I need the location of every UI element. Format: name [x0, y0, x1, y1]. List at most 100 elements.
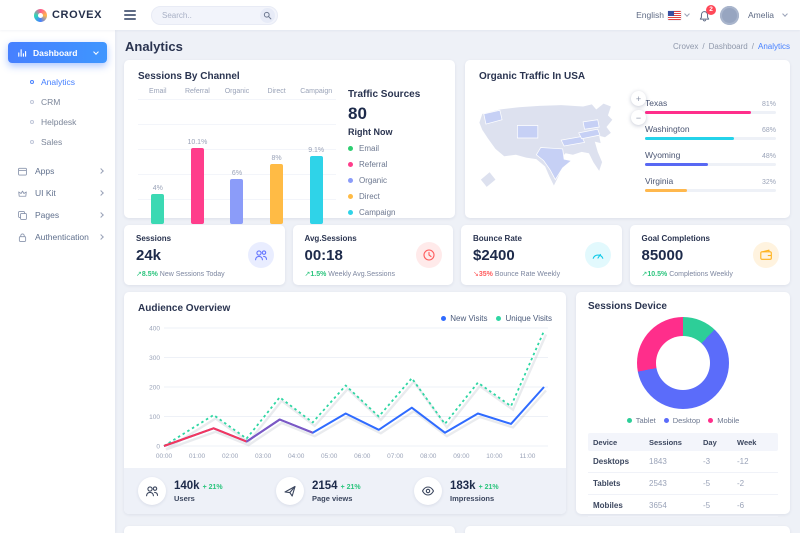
partial-card: [465, 526, 790, 533]
svg-text:01:00: 01:00: [189, 453, 206, 460]
bar-chart-icon: [18, 48, 27, 57]
notifications-button[interactable]: 2: [698, 4, 717, 23]
language-selector[interactable]: English: [636, 10, 690, 20]
footer-stat-value: 2154: [312, 479, 338, 492]
svg-text:300: 300: [149, 355, 160, 362]
main-content: Analytics Crovex / Dashboard / Analytics…: [115, 30, 800, 533]
sidebar-item-helpdesk[interactable]: Helpdesk: [0, 112, 115, 132]
stat-desc: Weekly Avg.Sessions: [328, 271, 395, 278]
cell-week: -6: [737, 501, 745, 510]
sidebar-item-dashboard[interactable]: Dashboard: [8, 42, 107, 63]
svg-text:09:00: 09:00: [453, 453, 470, 460]
organic-traffic-card: Organic Traffic In USA + − T: [465, 60, 790, 218]
traffic-legend-label: Email: [359, 144, 380, 153]
stat-delta: 1.5%: [310, 271, 327, 278]
audience-legend: New Visits Unique Visits: [441, 314, 552, 323]
bar-value-label: 10.1%: [187, 139, 208, 146]
breadcrumb-current: Analytics: [757, 42, 790, 51]
state-value: 48%: [761, 153, 776, 160]
menu-toggle-button[interactable]: [124, 10, 136, 20]
stat-value: $2400: [473, 247, 515, 264]
chart-legend-label: Tablet: [635, 416, 656, 425]
svg-text:06:00: 06:00: [354, 453, 371, 460]
legend-dot-icon: [626, 418, 632, 423]
usa-map: [475, 86, 643, 206]
device-donut-chart: [637, 317, 729, 409]
cell-sessions: 3654: [649, 501, 667, 510]
bar: [270, 164, 284, 224]
sidebar-item-label: Helpdesk: [41, 117, 77, 127]
legend-dot-icon: [348, 210, 353, 215]
page-title: Analytics: [125, 39, 183, 54]
sidebar-item-ui-kit[interactable]: UI Kit: [0, 182, 115, 204]
stat-desc: Completions Weekly: [669, 271, 733, 278]
sessions-device-card: Sessions Device Tablet Desktop Mobile Devi…: [576, 292, 790, 517]
bullet-icon: [30, 140, 34, 144]
state-value: 32%: [761, 179, 776, 186]
bar-column: 10.1%: [178, 97, 218, 224]
sidebar: Dashboard Analytics CRM Helpdesk Sales A…: [0, 30, 115, 533]
cell-week: -2: [737, 479, 745, 488]
device-table: Device Sessions Day Week Desktops 1843 -3 -…: [588, 433, 778, 517]
stat-delta: 8.5%: [141, 271, 158, 278]
chevron-down-icon: [684, 11, 690, 17]
brand-logo[interactable]: CROVEX: [0, 8, 115, 22]
sidebar-item-crm[interactable]: CRM: [0, 92, 115, 112]
sidebar-item-label: Pages: [35, 210, 60, 220]
cell-device: Desktops: [593, 457, 630, 466]
chart-legend-item: Tablet: [626, 416, 656, 425]
chevron-right-icon: [98, 190, 104, 196]
user-name[interactable]: Amelia: [748, 10, 774, 20]
search-button[interactable]: [260, 7, 275, 23]
stat-value: 00:18: [304, 247, 343, 264]
state-row: Texas 81%: [645, 98, 776, 114]
state-progress: [645, 163, 776, 166]
user-avatar[interactable]: [720, 5, 740, 25]
bullet-icon: [30, 100, 34, 104]
map-zoom-in-button[interactable]: +: [631, 91, 646, 106]
state-name: Texas: [645, 98, 668, 108]
bar-category-label: Referral: [184, 88, 210, 95]
svg-text:07:00: 07:00: [387, 453, 404, 460]
breadcrumb-link[interactable]: Crovex: [673, 42, 699, 51]
chart-legend-item: Mobile: [708, 416, 739, 425]
chart-legend-label: Unique Visits: [505, 314, 552, 323]
usa-state-list: Texas 81% Washington 68% Wyoming 48% Virginia 3…: [645, 98, 776, 202]
breadcrumb-link[interactable]: Dashboard: [708, 42, 748, 51]
sidebar-item-pages[interactable]: Pages: [0, 204, 115, 226]
bar-value-label: 6%: [231, 170, 243, 177]
svg-text:10:00: 10:00: [486, 453, 503, 460]
traffic-sources-subtitle: Right Now: [348, 127, 393, 137]
sidebar-item-sales[interactable]: Sales: [0, 132, 115, 152]
state-value: 81%: [761, 101, 776, 108]
channel-categories: Email Referral Organic Direct Campaign: [138, 88, 336, 95]
bounce-rate-stat-card: Bounce Rate $2400 ↘35% Bounce Rate Weekl…: [461, 225, 622, 285]
stat-desc: Bounce Rate Weekly: [494, 271, 561, 278]
sidebar-item-analytics[interactable]: Analytics: [0, 72, 115, 92]
search-input[interactable]: [162, 10, 250, 20]
sidebar-item-apps[interactable]: Apps: [0, 160, 115, 182]
state-progress: [645, 137, 776, 140]
sidebar-item-authentication[interactable]: Authentication: [0, 226, 115, 248]
stat-delta: 35%: [478, 271, 493, 278]
eye-icon: [421, 486, 435, 496]
traffic-legend-label: Organic: [359, 176, 388, 185]
trend-up-icon: ↗: [304, 271, 311, 278]
state-progress: [645, 111, 776, 114]
legend-dot-icon: [663, 418, 669, 423]
sessions-by-channel-card: Sessions By Channel Email Referral Organic…: [124, 60, 455, 224]
bar-category-label: Organic: [224, 88, 250, 95]
bar-value-label: 4%: [152, 185, 163, 192]
device-legend: Tablet Desktop Mobile: [588, 416, 778, 425]
legend-dot-icon: [708, 418, 714, 423]
card-title: Sessions By Channel: [138, 71, 240, 82]
sidebar-nav: Apps UI Kit Pages Authentication: [0, 160, 115, 248]
chevron-down-icon: [782, 11, 788, 17]
state-progress: [645, 189, 776, 192]
stat-delta: 10.5%: [647, 271, 668, 278]
state-row: Washington 68%: [645, 124, 776, 140]
footer-stat-delta: + 21%: [478, 483, 499, 491]
bar: [309, 156, 323, 224]
sidebar-item-label: CRM: [41, 97, 61, 107]
map-zoom-out-button[interactable]: −: [631, 110, 646, 125]
